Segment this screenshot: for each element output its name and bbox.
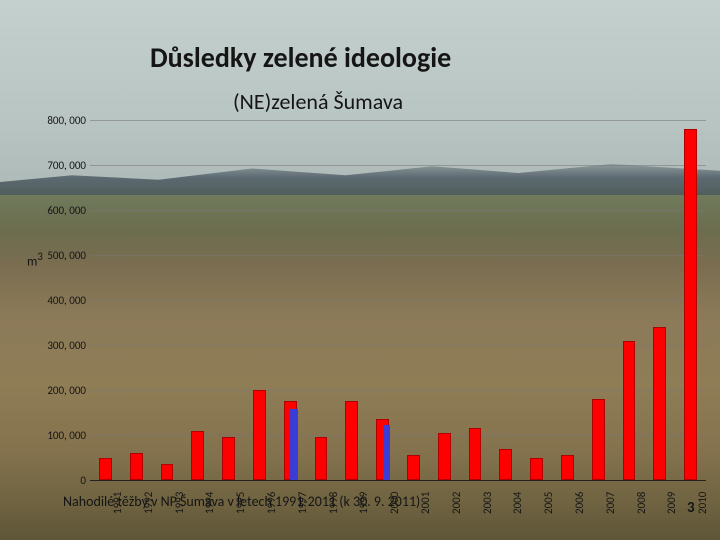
y-axis-tick-label: 600, 000 [47,204,86,217]
chart-bar [315,437,328,480]
chart-bar [623,341,636,481]
chart-bar [222,437,235,480]
unit-sup: 3 [37,250,43,263]
chart-gridline [90,255,706,256]
chart-bar [99,458,112,481]
bar-chart [90,120,706,480]
chart-bar [407,455,420,480]
x-axis-tick-label: 2005 [542,492,555,514]
x-axis-tick-label: 1995 [234,492,247,514]
unit-m: m [27,254,37,269]
y-axis-tick-label: 700, 000 [47,159,86,172]
x-axis-tick-label: 2001 [419,492,432,514]
x-axis-tick-label: 2004 [511,492,524,514]
y-axis-unit: m3 [27,250,43,269]
x-axis-tick-label: 2007 [604,492,617,514]
x-axis-tick-label: 1997 [296,492,309,514]
chart-gridline [90,165,706,166]
chart-bar [684,129,697,480]
chart-bar [530,458,543,481]
chart-bar [653,327,666,480]
chart-gridline [90,300,706,301]
chart-gridline [90,390,706,391]
chart-bar [561,455,574,480]
page-number: 3 [687,499,695,517]
x-axis-tick-label: 1991 [111,492,124,514]
chart-bar-secondary [383,425,391,480]
chart-bar [592,399,605,480]
chart-bar [499,449,512,481]
x-axis-tick-label: 1994 [203,492,216,514]
y-axis-tick-label: 300, 000 [47,339,86,352]
chart-bar [130,453,143,480]
y-axis-tick-label: 400, 000 [47,294,86,307]
y-axis-tick-label: 500, 000 [47,249,86,262]
x-axis-tick-label: 2003 [481,492,494,514]
chart-gridline [90,345,706,346]
x-axis-tick-label: 2002 [450,492,463,514]
chart-bar [345,401,358,480]
chart-gridline [90,210,706,211]
x-axis-tick-label: 2010 [696,492,709,514]
x-axis-tick-label: 1999 [357,492,370,514]
x-axis-tick-label: 1993 [173,492,186,514]
chart-bar [469,428,482,480]
slide: Důsledky zelené ideologie (NE)zelená Šum… [0,0,720,540]
x-axis-tick-label: 2006 [573,492,586,514]
x-axis-tick-label: 1998 [327,492,340,514]
chart-bar [191,431,204,481]
x-axis-tick-label: 2009 [665,492,678,514]
chart-baseline [90,480,706,481]
y-axis-tick-label: 100, 000 [47,429,86,442]
chart-bar [253,390,266,480]
chart-gridline [90,120,706,121]
x-axis-tick-label: 2000 [388,492,401,514]
y-axis-tick-label: 0 [80,474,86,487]
y-axis-tick-label: 200, 000 [47,384,86,397]
slide-title: Důsledky zelené ideologie [150,40,451,75]
x-axis-tick-label: 1996 [265,492,278,514]
chart-bar [161,464,174,480]
y-axis-tick-label: 800, 000 [47,114,86,127]
x-axis-tick-label: 1992 [142,492,155,514]
chart-bar-secondary [290,409,298,480]
x-axis-tick-label: 2008 [635,492,648,514]
slide-subtitle: (NE)zelená Šumava [233,88,403,115]
chart-gridline [90,435,706,436]
chart-bar [438,433,451,480]
